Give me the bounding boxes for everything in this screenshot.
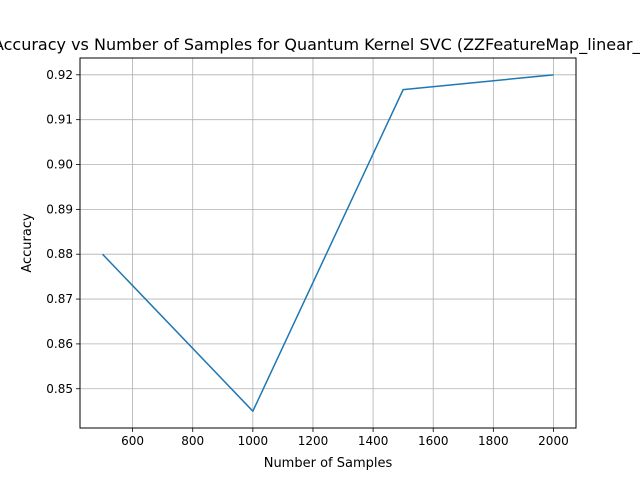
chart-title: Accuracy vs Number of Samples for Quantu… bbox=[0, 35, 640, 55]
y-tick-label: 0.90 bbox=[46, 158, 73, 172]
series-layer bbox=[102, 74, 554, 412]
y-tick-label: 0.91 bbox=[46, 113, 73, 127]
ticks: 600 800 1000 1200 1400 1600 1800 2000 0.85 0.86 0.… bbox=[46, 68, 568, 448]
x-tick-label: 1200 bbox=[298, 434, 329, 448]
series-line-0 bbox=[102, 74, 554, 412]
x-tick-label: 1000 bbox=[238, 434, 269, 448]
y-axis-label: Accuracy bbox=[20, 213, 35, 273]
x-axis-label: Number of Samples bbox=[264, 456, 393, 471]
plot-frame bbox=[79, 57, 577, 429]
x-tick-label: 1400 bbox=[358, 434, 389, 448]
x-tick-label: 1600 bbox=[418, 434, 449, 448]
y-tick-label: 0.92 bbox=[46, 68, 73, 82]
y-tick-label: 0.88 bbox=[46, 247, 73, 261]
y-tick-label: 0.86 bbox=[46, 337, 73, 351]
y-tick-label: 0.87 bbox=[46, 292, 73, 306]
x-tick-label: 1800 bbox=[478, 434, 509, 448]
grid bbox=[80, 58, 576, 428]
y-tick-label: 0.89 bbox=[46, 202, 73, 216]
y-tick-label: 0.85 bbox=[46, 382, 73, 396]
x-tick-label: 600 bbox=[121, 434, 144, 448]
x-tick-label: 2000 bbox=[538, 434, 569, 448]
x-tick-label: 800 bbox=[181, 434, 204, 448]
